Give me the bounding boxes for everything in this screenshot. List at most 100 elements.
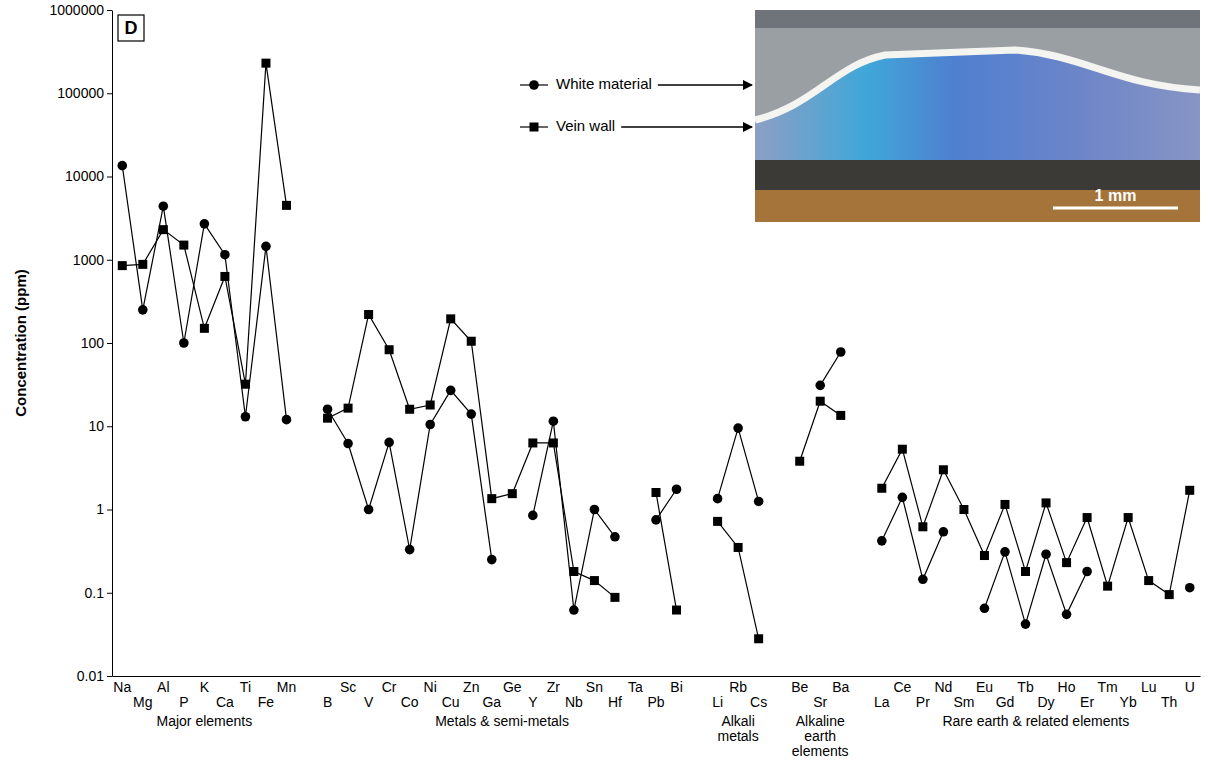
data-point [836,411,845,420]
legend-label: White material [556,75,652,92]
y-tick: 10 [88,418,112,434]
x-tick-label: Gd [996,694,1015,710]
x-tick: Li [712,676,723,710]
data-point [569,605,579,615]
y-axis-line [112,11,113,677]
x-tick-label: Pb [647,694,664,710]
data-point [1000,547,1010,557]
data-point [980,551,989,560]
data-point [200,324,209,333]
x-tick-label: La [874,694,890,710]
data-point [1144,576,1153,585]
data-point [528,438,537,447]
x-tick-label: Be [791,679,808,695]
x-tick: Na [113,676,131,695]
data-point [426,400,435,409]
y-tick-mark [107,260,112,261]
data-point [117,161,127,171]
data-point [1103,582,1112,591]
x-tick-label: V [364,694,374,710]
x-tick-label: U [1185,679,1195,695]
data-point [261,59,270,68]
data-point [508,489,517,498]
x-tick-label: B [323,694,332,710]
data-point [1042,498,1051,507]
group-label: Rare earth & related elements [942,713,1129,729]
data-point [364,310,373,319]
data-point [549,416,559,426]
legend-marker [530,123,539,132]
data-point [344,404,353,413]
data-point [282,415,292,425]
data-point [159,225,168,234]
data-point [734,543,743,552]
y-tick: 0.01 [77,668,112,684]
x-tick-label: Zr [547,679,561,695]
y-tick-label: 0.01 [77,668,104,684]
series [117,161,1194,629]
data-point [200,219,210,229]
x-tick: Y [528,676,538,710]
y-tick-label: 100000 [57,85,104,101]
y-tick-label: 1000 [73,252,104,268]
legend-arrow [621,126,752,127]
x-tick: V [364,676,374,710]
data-point [672,606,681,615]
data-point [733,423,743,433]
x-tick-label: Pr [916,694,930,710]
data-point [836,347,846,357]
x-tick: Sn [586,676,603,695]
x-tick: Eu [976,676,993,695]
x-tick: Rb [729,676,747,695]
data-point [425,420,435,430]
data-point [241,380,250,389]
x-tick-label: Ho [1058,679,1076,695]
y-tick-label: 100 [81,335,105,351]
y-tick-mark [107,177,112,178]
x-tick: Sm [953,676,974,710]
legend-marker [529,80,539,90]
data-point [179,241,188,250]
x-tick-label: Cu [442,694,460,710]
series-line [122,166,1189,624]
data-point [446,314,455,323]
y-tick-label: 1000000 [49,2,104,18]
y-axis: 0.010.11101001000100001000001000000 [49,2,112,684]
y-tick-label: 0.1 [85,585,105,601]
group-label: Metals & semi-metals [435,713,569,729]
y-tick-mark [107,10,112,11]
data-point [487,494,496,503]
x-tick-label: Al [157,679,169,695]
data-point [877,484,886,493]
x-tick-label: Li [712,694,723,710]
x-tick-label: Mn [277,679,296,695]
data-point [220,272,229,281]
data-point [590,505,600,515]
x-tick: Mn [277,676,296,695]
x-tick: Ba [832,676,849,695]
scale-bar-label: 1 mm [1095,187,1137,204]
x-tick: Tm [1098,676,1118,695]
y-axis-title: Concentration (ppm) [12,269,29,417]
x-tick: Ta [628,676,643,695]
y-tick: 100000 [57,85,112,101]
x-tick: Dy [1037,676,1054,710]
x-tick-label: Th [1161,694,1177,710]
x-tick: Gd [996,676,1015,710]
data-point [918,575,928,585]
x-tick: Bi [670,676,682,695]
x-tick: Nd [934,676,952,695]
data-point [467,337,476,346]
data-point [1062,610,1072,620]
x-tick-label: Sc [340,679,356,695]
data-point [610,532,620,542]
x-tick-label: Tm [1098,679,1118,695]
data-point [652,488,661,497]
photo-blue-region [755,50,1200,160]
x-tick-label: Ta [628,679,643,695]
photo-inset: 1 mm [755,10,1200,222]
x-tick-label: Cs [750,694,767,710]
x-tick-label: Co [401,694,419,710]
y-tick-mark [107,676,112,677]
x-tick-label: Cr [382,679,397,695]
